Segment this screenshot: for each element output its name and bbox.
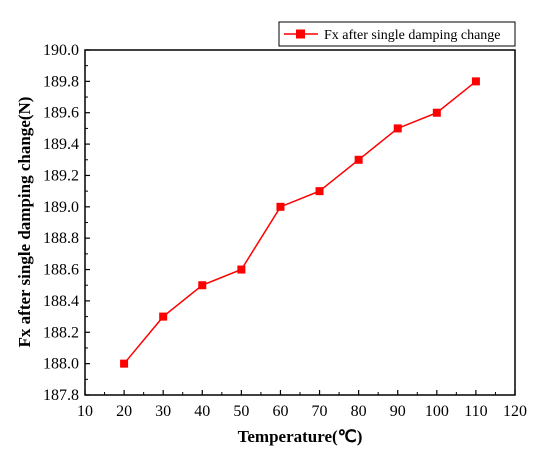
data-point-0-9 [471,77,480,86]
y-axis-title: Fx after single damping change(N) [15,97,34,348]
data-point-0-2 [198,281,207,290]
y-tick-label-10: 189.8 [43,73,79,90]
data-point-0-5 [315,187,324,196]
y-tick-label-0: 187.8 [43,387,79,404]
plot-data [120,77,480,368]
x-tick-label-0: 10 [77,403,93,420]
y-tick-label-6: 189.0 [43,199,79,216]
plot-area-frame [84,49,516,396]
y-tick-label-5: 188.8 [43,230,79,247]
x-tick-label-1: 20 [116,403,132,420]
y-tick-label-8: 189.4 [43,136,79,153]
data-point-0-8 [432,108,441,117]
data-point-0-7 [393,124,402,133]
x-tick-label-6: 70 [312,403,328,420]
y-tick-label-1: 188.0 [43,356,79,373]
y-tick-label-11: 190.0 [43,42,79,59]
x-tick-label-7: 80 [351,403,367,420]
series-line-0 [123,80,477,365]
x-tick-label-8: 90 [390,403,406,420]
data-point-0-1 [159,312,168,321]
x-tick-label-4: 50 [233,403,249,420]
x-tick-label-11: 120 [503,403,527,420]
x-tick-label-3: 40 [194,403,210,420]
x-tick-label-5: 60 [272,403,288,420]
data-point-0-0 [120,359,129,368]
y-tick-label-4: 188.6 [43,262,79,279]
legend-box [278,21,516,47]
data-point-0-4 [276,202,285,211]
x-tick-label-9: 100 [425,403,449,420]
data-point-0-6 [354,155,363,164]
legend-marker [296,29,305,39]
x-axis-title: Temperature(℃) [238,427,363,446]
y-tick-label-7: 189.2 [43,167,79,184]
y-tick-label-3: 188.4 [43,293,79,310]
y-tick-label-9: 189.6 [43,105,79,122]
legend-label: Fx after single damping change [324,28,501,43]
data-point-0-3 [237,265,246,274]
x-tick-label-10: 110 [464,403,487,420]
y-tick-label-2: 188.2 [43,324,79,341]
x-tick-label-2: 30 [155,403,171,420]
axis-ticks: 10 20 30 40 50 60 70 80 90 100 110 120 187.8 188.0 188… [43,42,527,420]
legend: Fx after single damping change [278,21,516,47]
